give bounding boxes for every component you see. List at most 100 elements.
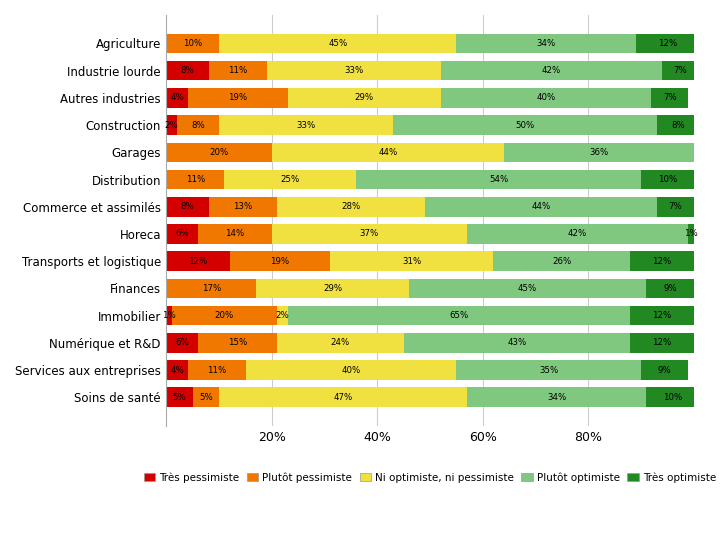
Bar — [166, 333, 198, 353]
Text: 29%: 29% — [323, 284, 342, 293]
Bar — [493, 252, 631, 271]
Bar — [187, 88, 288, 107]
Text: 6%: 6% — [176, 230, 189, 239]
Bar — [166, 360, 187, 380]
Text: 24%: 24% — [330, 339, 350, 347]
Text: 12%: 12% — [657, 39, 677, 48]
Bar — [171, 306, 277, 326]
Text: 20%: 20% — [210, 148, 229, 157]
Bar — [177, 116, 219, 135]
Text: 43%: 43% — [508, 339, 526, 347]
Bar — [467, 224, 688, 244]
Text: 10%: 10% — [183, 39, 202, 48]
Text: 17%: 17% — [202, 284, 221, 293]
Bar — [288, 306, 631, 326]
Text: 1%: 1% — [162, 311, 176, 320]
Bar — [441, 88, 652, 107]
Text: 13%: 13% — [233, 202, 253, 211]
Text: 54%: 54% — [489, 175, 508, 184]
Text: 45%: 45% — [518, 284, 537, 293]
Bar — [166, 88, 187, 107]
Text: 33%: 33% — [344, 66, 363, 75]
Bar — [166, 61, 209, 80]
Text: 2%: 2% — [276, 311, 289, 320]
Bar — [662, 61, 699, 80]
Text: 20%: 20% — [215, 311, 234, 320]
Bar — [456, 33, 636, 53]
Text: 7%: 7% — [674, 66, 688, 75]
Bar — [166, 116, 177, 135]
Bar — [330, 252, 493, 271]
Bar — [166, 388, 193, 407]
Legend: Très pessimiste, Plutôt pessimiste, Ni optimiste, ni pessimiste, Plutôt optimist: Très pessimiste, Plutôt pessimiste, Ni o… — [140, 468, 720, 487]
Text: 14%: 14% — [225, 230, 245, 239]
Bar — [219, 388, 467, 407]
Bar — [657, 116, 699, 135]
Bar — [166, 170, 225, 190]
Bar — [198, 224, 272, 244]
Text: 9%: 9% — [658, 366, 672, 375]
Bar — [631, 252, 693, 271]
Bar — [166, 224, 198, 244]
Text: 4%: 4% — [170, 366, 184, 375]
Text: 33%: 33% — [297, 120, 316, 130]
Text: 8%: 8% — [192, 120, 205, 130]
Text: 8%: 8% — [181, 202, 194, 211]
Bar — [166, 279, 256, 298]
Text: 19%: 19% — [228, 93, 247, 103]
Text: 35%: 35% — [539, 366, 558, 375]
Text: 31%: 31% — [402, 256, 421, 266]
Text: 7%: 7% — [668, 202, 682, 211]
Text: 10%: 10% — [663, 393, 682, 402]
Text: 34%: 34% — [536, 39, 556, 48]
Bar — [652, 88, 688, 107]
Bar — [277, 197, 425, 217]
Bar — [504, 143, 693, 162]
Text: 2%: 2% — [165, 120, 179, 130]
Bar — [187, 360, 246, 380]
Text: 40%: 40% — [536, 93, 556, 103]
Text: 65%: 65% — [449, 311, 469, 320]
Bar — [230, 252, 330, 271]
Text: 26%: 26% — [552, 256, 572, 266]
Text: 28%: 28% — [341, 202, 361, 211]
Bar — [166, 306, 171, 326]
Text: 37%: 37% — [360, 230, 379, 239]
Text: 45%: 45% — [328, 39, 347, 48]
Bar — [209, 61, 266, 80]
Text: 8%: 8% — [181, 66, 194, 75]
Text: 34%: 34% — [547, 393, 566, 402]
Text: 12%: 12% — [189, 256, 207, 266]
Bar — [166, 197, 209, 217]
Text: 5%: 5% — [199, 393, 213, 402]
Bar — [646, 279, 693, 298]
Bar — [356, 170, 641, 190]
Text: 12%: 12% — [652, 311, 672, 320]
Bar — [256, 279, 409, 298]
Bar — [166, 252, 230, 271]
Bar — [219, 33, 456, 53]
Text: 11%: 11% — [186, 175, 205, 184]
Bar — [272, 143, 504, 162]
Text: 11%: 11% — [228, 66, 247, 75]
Text: 29%: 29% — [354, 93, 374, 103]
Text: 25%: 25% — [281, 175, 300, 184]
Bar — [266, 61, 441, 80]
Bar — [641, 170, 693, 190]
Text: 44%: 44% — [531, 202, 550, 211]
Bar — [246, 360, 456, 380]
Text: 50%: 50% — [516, 120, 534, 130]
Bar — [198, 333, 277, 353]
Text: 12%: 12% — [652, 339, 672, 347]
Text: 6%: 6% — [176, 339, 189, 347]
Bar — [467, 388, 646, 407]
Text: 9%: 9% — [663, 284, 677, 293]
Text: 12%: 12% — [652, 256, 672, 266]
Bar — [404, 333, 631, 353]
Text: 4%: 4% — [170, 93, 184, 103]
Text: 42%: 42% — [568, 230, 588, 239]
Bar — [393, 116, 657, 135]
Bar — [441, 61, 662, 80]
Text: 47%: 47% — [333, 393, 353, 402]
Bar — [456, 360, 641, 380]
